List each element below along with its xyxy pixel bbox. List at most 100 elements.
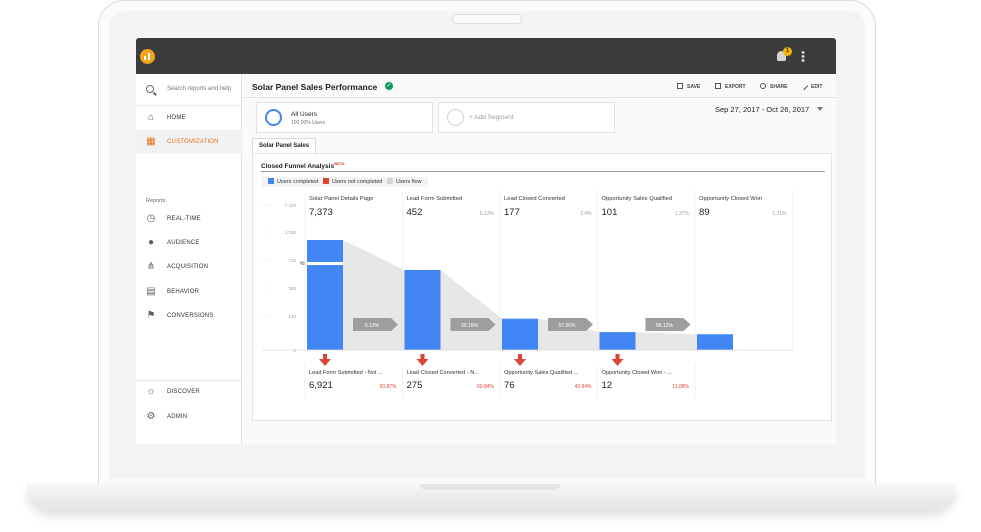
legend-not-completed: Users not completed bbox=[331, 179, 383, 185]
add-segment-button[interactable]: + Add Segment bbox=[438, 102, 615, 133]
bar-completed bbox=[307, 240, 343, 262]
gear-icon: ⚙ bbox=[146, 411, 156, 422]
funnel-chart: 7,420 1,200 720 380 140 0 ≈ Solar Panel Details… bbox=[262, 191, 793, 399]
y-tick-label: 140 bbox=[288, 314, 296, 319]
legend-swatch-not-completed bbox=[322, 178, 329, 184]
sidebar-item-acquisition[interactable]: ⋔ ACQUISITION bbox=[136, 255, 242, 279]
save-button[interactable]: SAVE bbox=[677, 83, 700, 90]
segment-percent: 100.00% Users bbox=[291, 120, 326, 126]
sidebar-item-label: CUSTOMIZATION bbox=[167, 139, 219, 145]
sidebar-item-conversions[interactable]: ⚑ CONVERSIONS bbox=[136, 304, 242, 328]
top-bar: 1 • • • bbox=[136, 38, 836, 74]
stage-name: Opportunity Sales Qualified bbox=[602, 196, 673, 202]
dropoff-name: Opportunity Sales Qualified ... bbox=[504, 370, 579, 376]
more-options-icon[interactable]: • • • bbox=[801, 47, 805, 67]
sidebar-item-label: AUDIENCE bbox=[167, 240, 200, 246]
dropoff-percent: 93.87% bbox=[380, 384, 398, 390]
flow-percent-label: 57.06% bbox=[559, 323, 577, 329]
bar-completed bbox=[404, 270, 441, 350]
dropoff-arrow-icon bbox=[416, 359, 429, 366]
report-title-text: Closed Funnel Analysis bbox=[261, 163, 335, 170]
share-icon bbox=[760, 83, 766, 89]
save-label: SAVE bbox=[687, 84, 701, 90]
legend-completed: Users completed bbox=[277, 179, 319, 185]
analytics-logo-icon[interactable] bbox=[140, 49, 155, 64]
sidebar: Search reports and help ⌂ HOME ▦ CUSTOMI… bbox=[136, 74, 242, 444]
export-button[interactable]: EXPORT bbox=[715, 83, 746, 90]
tab-solar-panel-sales[interactable]: Solar Panel Sales bbox=[252, 138, 316, 153]
dropoff-value: 76 bbox=[504, 380, 515, 391]
bar-completed bbox=[502, 318, 538, 350]
stage-name: Opportunity Closed Won bbox=[699, 196, 762, 202]
chart-legend: Users completed Users not completed User… bbox=[262, 177, 428, 187]
sidebar-item-home[interactable]: ⌂ HOME bbox=[136, 106, 242, 130]
date-range-picker[interactable]: Sep 27, 2017 - Oct 26, 2017 bbox=[715, 105, 810, 114]
stage-name: Lead Closed Converted bbox=[504, 196, 565, 202]
title-divider bbox=[243, 97, 836, 98]
add-segment-label: + Add Segment bbox=[469, 114, 514, 121]
flow-band bbox=[343, 240, 405, 350]
lightbulb-icon: ☼ bbox=[146, 386, 156, 397]
reports-heading: Reports bbox=[146, 198, 166, 204]
sidebar-item-label: HOME bbox=[167, 115, 186, 121]
share-button[interactable]: SHARE bbox=[760, 83, 788, 90]
dropoff-arrow-icon bbox=[518, 354, 522, 360]
flow-percent-label: 88.12% bbox=[656, 323, 674, 329]
edit-label: EDIT bbox=[811, 84, 823, 90]
axis-break-icon: ≈ bbox=[300, 258, 305, 268]
y-tick-label: 380 bbox=[288, 286, 296, 291]
person-icon: ● bbox=[147, 237, 155, 248]
page-title: Solar Panel Sales Performance bbox=[252, 82, 378, 92]
sidebar-item-behavior[interactable]: ▤ BEHAVIOR bbox=[136, 280, 242, 304]
sidebar-item-real-time[interactable]: ◷ REAL-TIME bbox=[136, 207, 242, 231]
clock-icon: ◷ bbox=[146, 213, 156, 224]
stage-completed-value: 177 bbox=[504, 207, 520, 218]
edit-button[interactable]: EDIT bbox=[799, 81, 823, 91]
main-content: Solar Panel Sales Performance ✓ SAVE EXP… bbox=[243, 74, 836, 444]
flag-icon: ⚑ bbox=[146, 310, 156, 321]
stage-completed-value: 452 bbox=[407, 207, 423, 218]
flow-percent-arrow bbox=[450, 318, 496, 331]
segment-name: All Users bbox=[291, 111, 318, 118]
report-divider bbox=[261, 171, 825, 172]
edit-pencil-icon bbox=[799, 81, 809, 91]
report-panel: Closed Funnel AnalysisBETA Users complet… bbox=[252, 153, 832, 421]
stage-name: Lead Form Submitted bbox=[407, 196, 463, 202]
stage-percent: 1.37% bbox=[675, 211, 690, 217]
dropoff-percent: 42.94% bbox=[575, 384, 593, 390]
sidebar-item-label: ACQUISITION bbox=[167, 264, 209, 270]
dropoff-arrow-icon bbox=[323, 354, 327, 360]
flow-percent-arrow bbox=[548, 318, 593, 331]
search-placeholder: Search reports and help bbox=[167, 86, 232, 92]
dropoff-arrow-icon bbox=[420, 354, 425, 360]
sidebar-item-customization[interactable]: ▦ CUSTOMIZATION bbox=[136, 130, 242, 154]
bar-completed bbox=[307, 265, 343, 350]
legend-flow: Users flow bbox=[395, 179, 422, 185]
stage-percent: 6.13% bbox=[480, 211, 495, 217]
stage-completed-value: 89 bbox=[699, 207, 710, 218]
sidebar-item-discover[interactable]: ☼ DISCOVER bbox=[136, 380, 242, 404]
chevron-down-icon[interactable] bbox=[817, 107, 823, 111]
sidebar-item-label: ADMIN bbox=[167, 414, 188, 420]
dropoff-arrow-icon bbox=[319, 359, 331, 366]
flow-band bbox=[440, 270, 502, 350]
notifications-bell-icon[interactable] bbox=[777, 51, 786, 61]
sidebar-item-label: REAL-TIME bbox=[167, 216, 201, 222]
dropoff-percent: 60.84% bbox=[477, 384, 495, 390]
search-icon bbox=[146, 85, 154, 93]
sidebar-item-admin[interactable]: ⚙ ADMIN bbox=[136, 405, 242, 429]
segment-all-users[interactable]: All Users 100.00% Users bbox=[256, 102, 433, 133]
bar-completed bbox=[697, 334, 733, 350]
share-label: SHARE bbox=[770, 84, 788, 90]
acquisition-icon: ⋔ bbox=[146, 261, 156, 272]
dropoff-value: 12 bbox=[602, 380, 613, 391]
sidebar-divider bbox=[136, 380, 242, 381]
search-reports-input[interactable]: Search reports and help bbox=[136, 74, 242, 106]
dropoff-value: 6,921 bbox=[309, 380, 333, 391]
dropoff-value: 275 bbox=[407, 380, 423, 391]
dropoff-name: Lead Closed Converted - N... bbox=[407, 370, 480, 376]
flow-percent-arrow bbox=[645, 318, 691, 331]
laptop-camera bbox=[452, 14, 522, 24]
stage-name: Solar Panel Details Page bbox=[309, 196, 373, 202]
sidebar-item-audience[interactable]: ● AUDIENCE bbox=[136, 231, 242, 255]
